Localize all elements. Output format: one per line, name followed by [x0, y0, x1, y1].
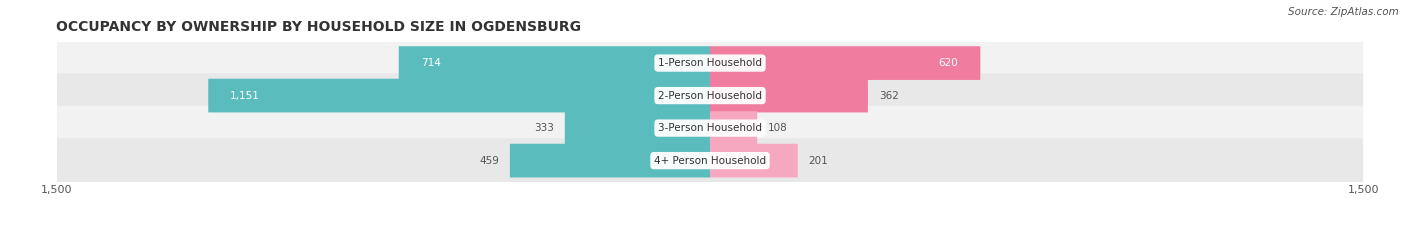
Text: Source: ZipAtlas.com: Source: ZipAtlas.com [1288, 7, 1399, 17]
FancyBboxPatch shape [710, 79, 868, 113]
FancyBboxPatch shape [710, 46, 980, 80]
Text: 620: 620 [939, 58, 959, 68]
Text: 4+ Person Household: 4+ Person Household [654, 156, 766, 166]
FancyBboxPatch shape [510, 144, 710, 178]
FancyBboxPatch shape [710, 144, 797, 178]
Legend: Owner-occupied, Renter-occupied: Owner-occupied, Renter-occupied [588, 229, 832, 233]
Text: 1-Person Household: 1-Person Household [658, 58, 762, 68]
FancyBboxPatch shape [208, 79, 710, 113]
Text: 108: 108 [768, 123, 787, 133]
Text: OCCUPANCY BY OWNERSHIP BY HOUSEHOLD SIZE IN OGDENSBURG: OCCUPANCY BY OWNERSHIP BY HOUSEHOLD SIZE… [56, 20, 581, 34]
Text: 3-Person Household: 3-Person Household [658, 123, 762, 133]
FancyBboxPatch shape [399, 46, 710, 80]
Text: 1,151: 1,151 [231, 91, 260, 101]
FancyBboxPatch shape [58, 106, 1362, 150]
FancyBboxPatch shape [565, 111, 710, 145]
Text: 459: 459 [479, 156, 499, 166]
FancyBboxPatch shape [58, 41, 1362, 85]
Text: 2-Person Household: 2-Person Household [658, 91, 762, 101]
Text: 714: 714 [420, 58, 440, 68]
Text: 201: 201 [808, 156, 828, 166]
FancyBboxPatch shape [710, 111, 758, 145]
Text: 362: 362 [879, 91, 898, 101]
Text: 333: 333 [534, 123, 554, 133]
FancyBboxPatch shape [58, 73, 1362, 118]
FancyBboxPatch shape [58, 138, 1362, 183]
